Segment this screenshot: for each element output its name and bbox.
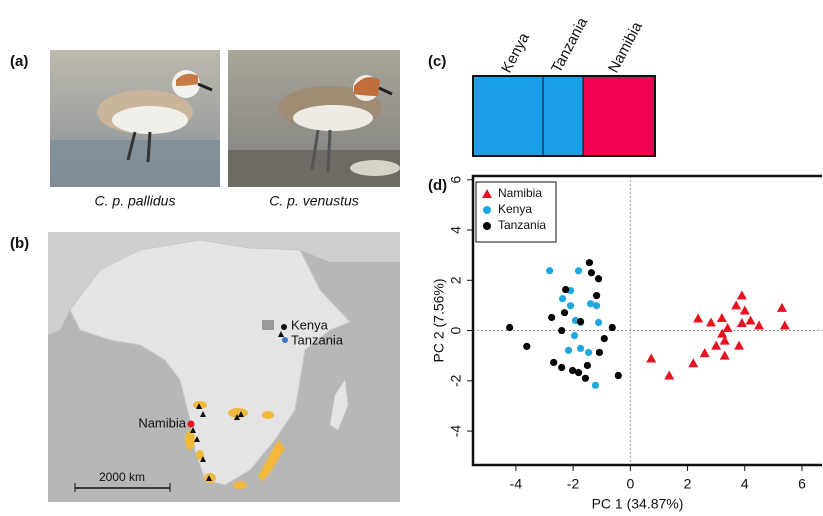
point — [693, 313, 704, 323]
legend-marker — [482, 189, 492, 198]
photo — [50, 50, 220, 187]
x-tick-label: 6 — [798, 476, 806, 492]
structure-plot — [472, 75, 656, 157]
point — [711, 340, 722, 350]
photo-caption: C. p. pallidus — [95, 193, 176, 209]
point — [614, 371, 622, 380]
point — [688, 358, 699, 368]
point — [558, 295, 567, 303]
point — [664, 370, 675, 380]
legend-label: Kenya — [498, 202, 532, 216]
point — [585, 259, 594, 267]
point — [594, 318, 603, 327]
point — [646, 353, 657, 363]
y-tick-label: 6 — [448, 176, 464, 184]
point — [719, 335, 730, 345]
point — [699, 348, 710, 358]
point — [776, 302, 787, 312]
point — [716, 312, 727, 322]
population-label: Kenya — [498, 30, 533, 76]
point — [506, 323, 514, 332]
x-axis-label: PC 1 (34.87%) — [592, 496, 684, 512]
point — [736, 318, 747, 328]
map-label: Kenya — [291, 317, 329, 332]
y-axis-label: PC 2 (7.56%) — [431, 278, 447, 362]
point — [706, 317, 717, 327]
point — [568, 366, 577, 375]
point — [581, 374, 590, 382]
point — [548, 313, 556, 322]
legend-label: Tanzania — [498, 218, 546, 232]
x-tick-label: -2 — [567, 476, 580, 492]
point — [736, 290, 747, 300]
point — [576, 344, 585, 352]
point — [558, 326, 566, 335]
x-tick-label: 0 — [626, 476, 634, 492]
scale-label: 2000 km — [99, 470, 145, 484]
point — [591, 381, 600, 389]
point — [558, 363, 566, 372]
point — [592, 292, 601, 300]
point — [550, 358, 558, 367]
y-tick-label: 2 — [448, 276, 464, 284]
y-tick-label: -4 — [448, 425, 464, 438]
point — [570, 331, 579, 340]
point — [587, 269, 596, 277]
y-tick-label: 0 — [448, 326, 464, 334]
point — [584, 348, 593, 357]
point — [734, 340, 745, 350]
map-label: Tanzania — [291, 332, 344, 347]
point — [754, 320, 765, 330]
point — [745, 315, 756, 325]
population-label: Tanzania — [548, 14, 592, 76]
point — [608, 323, 616, 332]
point — [600, 334, 608, 343]
photo — [228, 50, 400, 187]
point — [574, 267, 583, 275]
panel-label: (c) — [428, 53, 446, 70]
x-tick-label: -4 — [510, 476, 523, 492]
legend-label: Namibia — [498, 186, 542, 200]
point — [722, 323, 733, 333]
point — [583, 361, 592, 370]
point — [739, 305, 750, 315]
x-tick-label: 4 — [741, 476, 749, 492]
point — [595, 348, 604, 357]
y-tick-label: 4 — [448, 226, 464, 234]
photo-caption: C. p. venustus — [269, 193, 359, 209]
point — [719, 350, 730, 360]
point — [566, 302, 575, 310]
map — [48, 232, 400, 502]
panel-label: (a) — [10, 53, 28, 70]
point — [576, 317, 585, 326]
point — [523, 342, 531, 350]
point — [717, 328, 728, 338]
x-tick-label: 2 — [684, 476, 692, 492]
point — [586, 300, 595, 308]
point — [560, 309, 569, 317]
legend-marker — [483, 222, 491, 230]
panel-label: (d) — [428, 177, 447, 194]
point — [546, 267, 554, 275]
population-label: Namibia — [605, 19, 646, 76]
point — [564, 346, 573, 355]
point — [592, 302, 601, 310]
y-tick-label: -2 — [448, 374, 464, 387]
point — [731, 300, 742, 310]
map-label: Namibia — [138, 415, 186, 430]
point — [779, 320, 790, 330]
panel-label: (b) — [10, 235, 29, 252]
plot-frame — [471, 174, 822, 467]
legend-marker — [483, 206, 491, 214]
point — [562, 285, 570, 294]
point — [574, 368, 583, 377]
point — [594, 275, 603, 283]
